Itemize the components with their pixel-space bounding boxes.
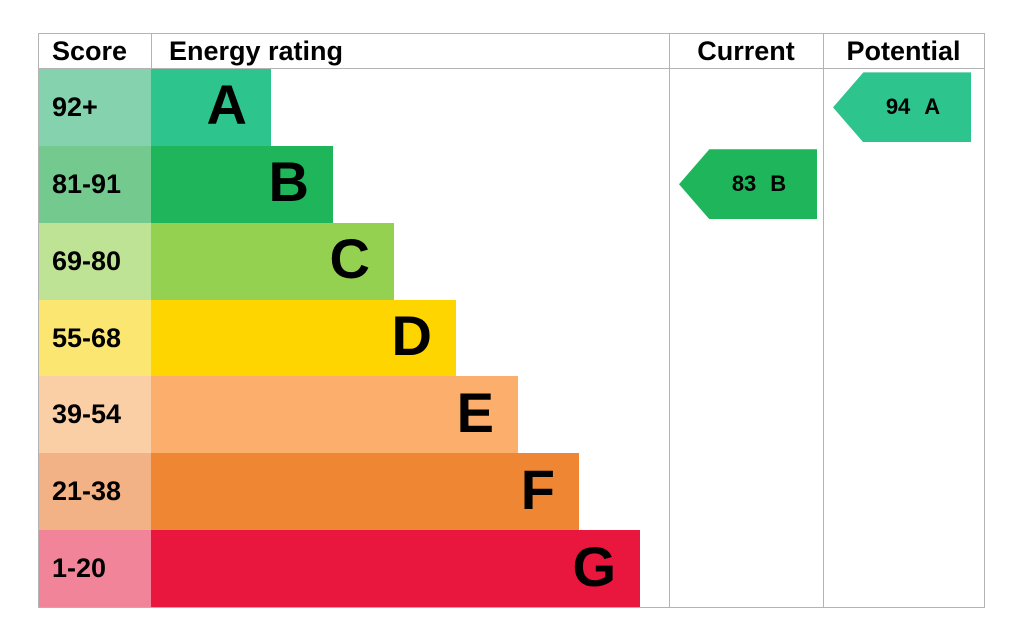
band-score-label: 21-38 — [39, 453, 151, 531]
current-rating-value: 83 — [731, 171, 757, 197]
current-rating-arrow: 83 B — [679, 149, 817, 220]
current-column-divider — [669, 34, 670, 607]
band-score-label: 55-68 — [39, 299, 151, 377]
potential-rating-arrow: 94 A — [833, 72, 971, 143]
band-bar-a: A — [151, 69, 271, 146]
current-column-header: Current — [697, 35, 795, 66]
band-row-a: 92+ A — [39, 69, 669, 146]
epc-chart: Score Energy rating Current Potential 92… — [38, 33, 985, 608]
chart-header: Score Energy rating Current Potential — [39, 34, 984, 69]
band-bar-g: G — [151, 530, 640, 608]
potential-column-divider — [823, 34, 824, 607]
band-bar-d: D — [151, 299, 456, 377]
band-row-d: 55-68 D — [39, 299, 669, 377]
band-letter: F — [520, 457, 555, 521]
band-score-label: 69-80 — [39, 222, 151, 300]
band-bar-f: F — [151, 453, 579, 531]
band-score-label: 92+ — [39, 69, 151, 146]
band-bar-e: E — [151, 376, 518, 454]
potential-rating-letter: A — [924, 94, 941, 120]
band-row-c: 69-80 C — [39, 222, 669, 300]
band-row-b: 81-91 B — [39, 145, 669, 223]
potential-rating-value: 94 — [885, 94, 911, 120]
band-bar-b: B — [151, 145, 333, 223]
energy-rating-column-header: Energy rating — [169, 35, 344, 66]
score-column-divider — [151, 34, 152, 68]
band-letter: C — [329, 227, 370, 291]
score-column-header: Score — [52, 35, 128, 66]
current-rating-letter: B — [770, 171, 787, 197]
band-row-f: 21-38 F — [39, 453, 669, 531]
band-letter: B — [268, 150, 309, 214]
potential-column-header: Potential — [846, 35, 961, 66]
band-bar-c: C — [151, 222, 394, 300]
band-letter: E — [456, 380, 494, 444]
band-score-label: 1-20 — [39, 530, 151, 608]
band-letter: D — [391, 304, 432, 367]
band-row-g: 1-20 G — [39, 530, 669, 608]
band-row-e: 39-54 E — [39, 376, 669, 454]
band-score-label: 81-91 — [39, 145, 151, 223]
band-letter: A — [206, 73, 247, 137]
band-letter: G — [572, 534, 616, 598]
rating-bands: 92+ A 81-91 B 69-80 C 55-68 D 39-54 E 21-38 F 1-20 G — [39, 69, 669, 608]
band-score-label: 39-54 — [39, 376, 151, 454]
